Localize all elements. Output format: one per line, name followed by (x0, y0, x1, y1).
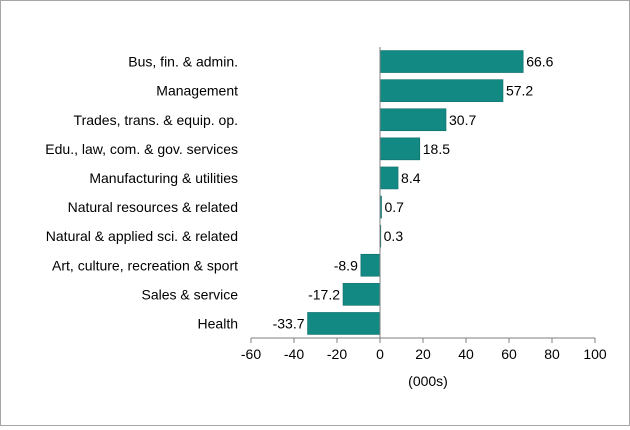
value-label: 57.2 (506, 83, 533, 99)
x-tick-label: 20 (415, 346, 431, 362)
value-label: 0.3 (384, 228, 404, 244)
x-tick-label: 40 (458, 346, 474, 362)
category-label: Trades, trans. & equip. op. (74, 112, 238, 128)
value-label: 66.6 (526, 54, 553, 70)
bar-8 (342, 283, 381, 306)
category-label: Manufacturing & utilities (89, 170, 238, 186)
x-tick-label: 0 (376, 346, 384, 362)
value-label: -33.7 (273, 315, 305, 331)
value-label: -8.9 (334, 257, 358, 273)
x-tick-label: 100 (583, 346, 607, 362)
category-label: Art, culture, recreation & sport (52, 257, 238, 273)
bar-9 (307, 312, 381, 335)
category-label: Health (198, 315, 238, 331)
category-label: Management (156, 83, 238, 99)
x-tick-label: -20 (327, 346, 347, 362)
value-label: 0.7 (385, 199, 405, 215)
bar-0 (379, 50, 524, 73)
category-label: Natural & applied sci. & related (46, 228, 238, 244)
value-label: -17.2 (308, 286, 340, 302)
category-label: Bus, fin. & admin. (128, 54, 238, 70)
value-label: 18.5 (423, 141, 450, 157)
value-labels: 66.6 57.2 30.7 18.58.4 0.7 0.3 -8.9 -17.2-33.7 (273, 54, 554, 332)
value-label: 30.7 (449, 112, 476, 128)
bars-group (307, 50, 524, 335)
x-tick-label: 60 (501, 346, 517, 362)
category-label: Natural resources & related (68, 199, 238, 215)
bar-3 (379, 137, 421, 161)
bar-2 (379, 108, 447, 132)
category-labels: Bus, fin. & admin. Management Trades, tran… (45, 54, 238, 332)
axes-group: -60 -40 -20 0 20 40 60 80 100 (241, 47, 607, 362)
value-label: 8.4 (401, 170, 421, 186)
bar-1 (379, 79, 504, 102)
category-label: Sales & service (142, 286, 239, 302)
category-label: Edu., law, com. & gov. services (45, 141, 238, 157)
x-tick-label: -40 (284, 346, 304, 362)
bar-7 (360, 253, 381, 277)
x-tick-label: 80 (544, 346, 560, 362)
x-axis-title: (000s) (408, 373, 448, 389)
bar-4 (379, 166, 399, 190)
x-tick-label: -60 (241, 346, 261, 362)
